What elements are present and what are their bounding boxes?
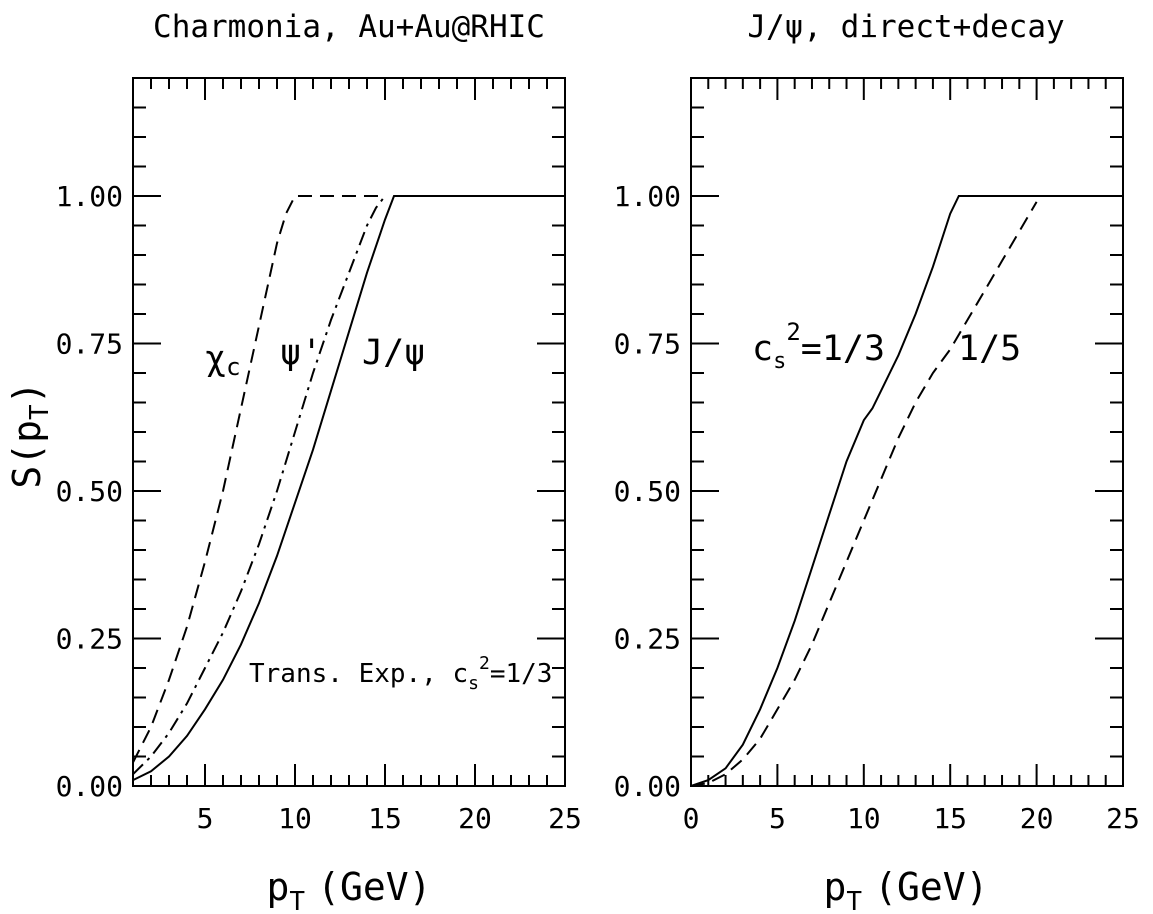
y-tick-label: 1.00 xyxy=(614,180,681,213)
cs2-c: c xyxy=(752,329,773,369)
y-tick-label: 0.25 xyxy=(614,623,681,656)
trans-exp-text: Trans. Exp., c xyxy=(249,659,468,689)
y-label-sub: T xyxy=(25,404,55,420)
cs2-sub: s xyxy=(773,349,786,374)
cs2-sup: 2 xyxy=(786,318,800,346)
chi-c-label: χc xyxy=(205,339,241,381)
left-x-label-p: p xyxy=(267,865,290,909)
right-x-label-p: p xyxy=(824,865,847,909)
x-tick-label: 20 xyxy=(458,802,492,835)
y-tick-label: 0.00 xyxy=(614,770,681,803)
right-x-axis-label: pT (GeV) xyxy=(824,865,989,914)
right-axis-ticks xyxy=(690,77,1124,787)
series-line xyxy=(132,195,565,781)
x-tick-label: 10 xyxy=(278,802,312,835)
x-tick-label: 10 xyxy=(847,802,881,835)
left-chart-panel: Charmonia, Au+Au@RHIC 5 10 15 20 25 0.00 0.25 0… xyxy=(5,9,582,914)
trans-exp-sub: s xyxy=(468,673,479,694)
right-x-label-sub: T xyxy=(846,887,862,914)
trans-exp-sup: 2 xyxy=(479,653,490,674)
x-tick-label: 0 xyxy=(683,802,700,835)
one-fifth-label: 1/5 xyxy=(958,329,1021,369)
cs2-value: =1/3 xyxy=(801,329,885,369)
y-tick-label: 0.00 xyxy=(56,770,123,803)
left-chart-title: Charmonia, Au+Au@RHIC xyxy=(153,9,545,45)
trans-exp-value: =1/3 xyxy=(490,659,553,689)
series-line xyxy=(132,195,386,775)
left-axis-ticks xyxy=(133,77,566,787)
series-line xyxy=(690,201,1038,787)
trans-exp-label: Trans. Exp., cs2=1/3 xyxy=(249,653,552,694)
x-tick-label: 25 xyxy=(548,802,582,835)
series-line xyxy=(132,195,385,763)
series-line xyxy=(690,195,1123,787)
psi-prime-label: ψ' xyxy=(280,333,322,373)
cs2-third-label: cs2=1/3 xyxy=(752,318,885,374)
x-tick-label: 15 xyxy=(368,802,402,835)
x-tick-label: 25 xyxy=(1106,802,1140,835)
left-curves xyxy=(132,195,565,781)
x-tick-label: 15 xyxy=(933,802,967,835)
left-tick-labels: 5 10 15 20 25 0.00 0.25 0.50 0.75 1.00 xyxy=(56,180,582,835)
y-tick-label: 1.00 xyxy=(56,180,123,213)
right-x-label-unit: (GeV) xyxy=(874,865,988,909)
y-tick-label: 0.25 xyxy=(56,623,123,656)
y-axis-label: S(pT) xyxy=(5,381,55,488)
y-tick-label: 0.75 xyxy=(614,328,681,361)
x-tick-label: 5 xyxy=(769,802,786,835)
chi-symbol: χ xyxy=(205,339,226,379)
x-tick-label: 20 xyxy=(1020,802,1054,835)
chi-subscript: c xyxy=(226,353,240,381)
right-plot-frame xyxy=(690,77,1124,787)
left-x-axis-label: pT (GeV) xyxy=(267,865,432,914)
left-x-label-unit: (GeV) xyxy=(317,865,431,909)
x-tick-label: 5 xyxy=(197,802,214,835)
jpsi-label: J/ψ xyxy=(362,333,425,373)
right-curves xyxy=(690,195,1123,787)
y-tick-label: 0.75 xyxy=(56,328,123,361)
right-chart-title: J/ψ, direct+decay xyxy=(747,9,1064,45)
svg-text:S(pT): S(pT) xyxy=(5,381,55,488)
right-tick-labels: 0 5 10 15 20 25 0.00 0.25 0.50 0.75 1.00 xyxy=(614,180,1140,835)
left-x-label-sub: T xyxy=(289,887,305,914)
right-chart-panel: J/ψ, direct+decay 0 5 10 15 20 25 0.00 0.25 0.50… xyxy=(614,9,1140,914)
y-tick-label: 0.50 xyxy=(614,475,681,508)
y-tick-label: 0.50 xyxy=(56,475,123,508)
y-label-main: S(p xyxy=(5,420,49,489)
y-label-close: ) xyxy=(5,381,49,404)
